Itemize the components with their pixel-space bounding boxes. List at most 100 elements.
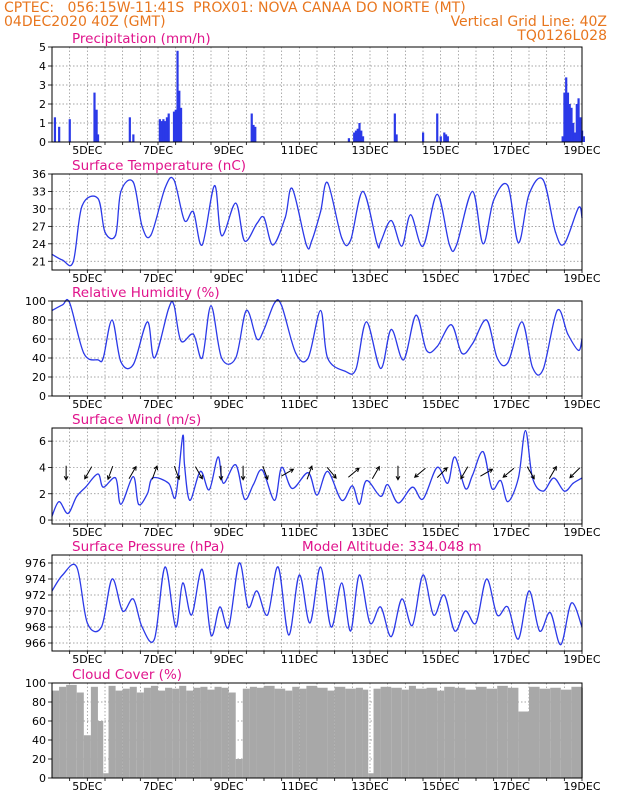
temp-data-point [319,211,322,213]
pres-data-point [86,622,88,624]
cloud-cover-bar [368,773,374,778]
cloud-cover-bar [83,735,91,778]
x-tick-label: 19DEC [563,526,600,539]
cloud-cover-bar [90,686,98,778]
precip-bar [570,107,573,142]
y-tick-label: 968 [25,621,46,634]
y-tick-label: 40 [32,734,46,747]
rh-data-point [486,319,488,321]
cloud-cover-bar [172,688,180,778]
x-tick-label: 13DEC [351,653,388,666]
precip-bar [165,117,169,142]
wind-data-point [274,499,276,501]
rh-data-point [556,309,558,312]
x-tick-label: 5DEC [72,272,102,285]
x-tick-label: 5DEC [72,653,102,666]
cloud-cover-bar [264,685,275,778]
pres-data-point [277,566,279,568]
temp-data-point [436,193,438,195]
pres-data-point [454,630,456,632]
rh-data-point [201,357,203,359]
panel-frame [51,682,583,779]
y-tick-label: 60 [32,333,46,346]
cloud-cover-bar [165,687,173,778]
precip-bar [95,109,98,142]
pres-data-point [309,622,311,624]
rh-data-point [111,319,113,321]
temp-data-point [243,240,246,242]
wind-arrow [173,465,181,481]
rh-data-point [507,362,509,364]
cloud-cover-bar [362,689,369,778]
wind-data-point [563,490,565,492]
temp-data-point [542,179,544,181]
temp-data-point [272,244,274,246]
wind-data-point [542,490,544,492]
cloud-cover-bar [408,685,416,778]
pres-data-point [100,626,103,628]
cloud-cover-bar [129,686,137,778]
pres-series-line [51,562,583,646]
cloud-cover-bar [76,692,84,778]
temp-data-point [493,199,495,201]
precip-bar [354,130,358,142]
y-tick-label: 27 [32,220,46,233]
precip-bar [444,134,448,142]
wind-arrow [128,465,137,480]
wind-arrow [281,468,295,477]
wind-data-point [76,495,78,497]
precip-bar [572,123,575,142]
wind-data-point [365,480,368,482]
rh-data-point [274,302,276,304]
precip-bar [58,126,61,142]
cloud-cover-bar [221,687,229,778]
pres-data-point [122,610,124,612]
y-tick-label: 2 [39,488,46,501]
y-tick-label: 0 [39,772,46,785]
wind-data-point [507,501,509,503]
wind-arrow [84,466,93,480]
wind-data-point [500,480,502,482]
cloud-cover-bar [143,687,151,778]
wind-data-point [524,430,527,432]
cloud-cover-bar [292,686,300,778]
wind-data-point [168,482,170,484]
cloud-cover-bar [560,689,572,778]
panel-title: Precipitation (mm/h) [72,31,211,47]
panel-frame [51,427,583,525]
rh-data-point [180,340,182,342]
x-tick-label: 15DEC [422,272,459,285]
wind-data-point [102,486,104,488]
cloud-cover-bar [345,688,356,778]
cloud-cover-bar [415,688,427,778]
x-tick-label: 9DEC [214,144,244,157]
y-tick-label: 5 [39,41,46,54]
wind-data-point [115,477,117,479]
panel-frame [51,554,583,652]
precip-bar [360,130,363,142]
pres-data-point [422,574,424,576]
y-tick-label: 60 [32,715,46,728]
header-date: 04DEC2020 40Z (GMT) [4,14,166,30]
precip-bar [162,119,165,142]
wind-arrow [395,465,401,481]
precip-bar [93,92,96,142]
cloud-cover-bar [136,692,144,778]
pres-data-point [141,626,143,628]
temp-data-point [183,219,186,222]
cloud-cover-bar [150,685,158,778]
wind-data-point [146,493,148,495]
rh-data-point [281,305,283,307]
pres-data-point [443,594,445,596]
pres-data-point [349,630,352,632]
cloud-cover-bar [380,686,392,778]
precip-bar [174,109,177,142]
temp-data-point [563,243,565,245]
wind-arrow [106,465,114,481]
pres-data-point [401,598,403,600]
precip-bar [561,136,564,142]
rh-data-point [425,349,428,351]
x-tick-label: 11DEC [281,144,318,157]
temp-data-point [471,190,474,193]
panel-cloud: Cloud Cover (%) 5DEC 7DEC 9DEC 11DEC 13DEC 15D… [25,667,601,793]
